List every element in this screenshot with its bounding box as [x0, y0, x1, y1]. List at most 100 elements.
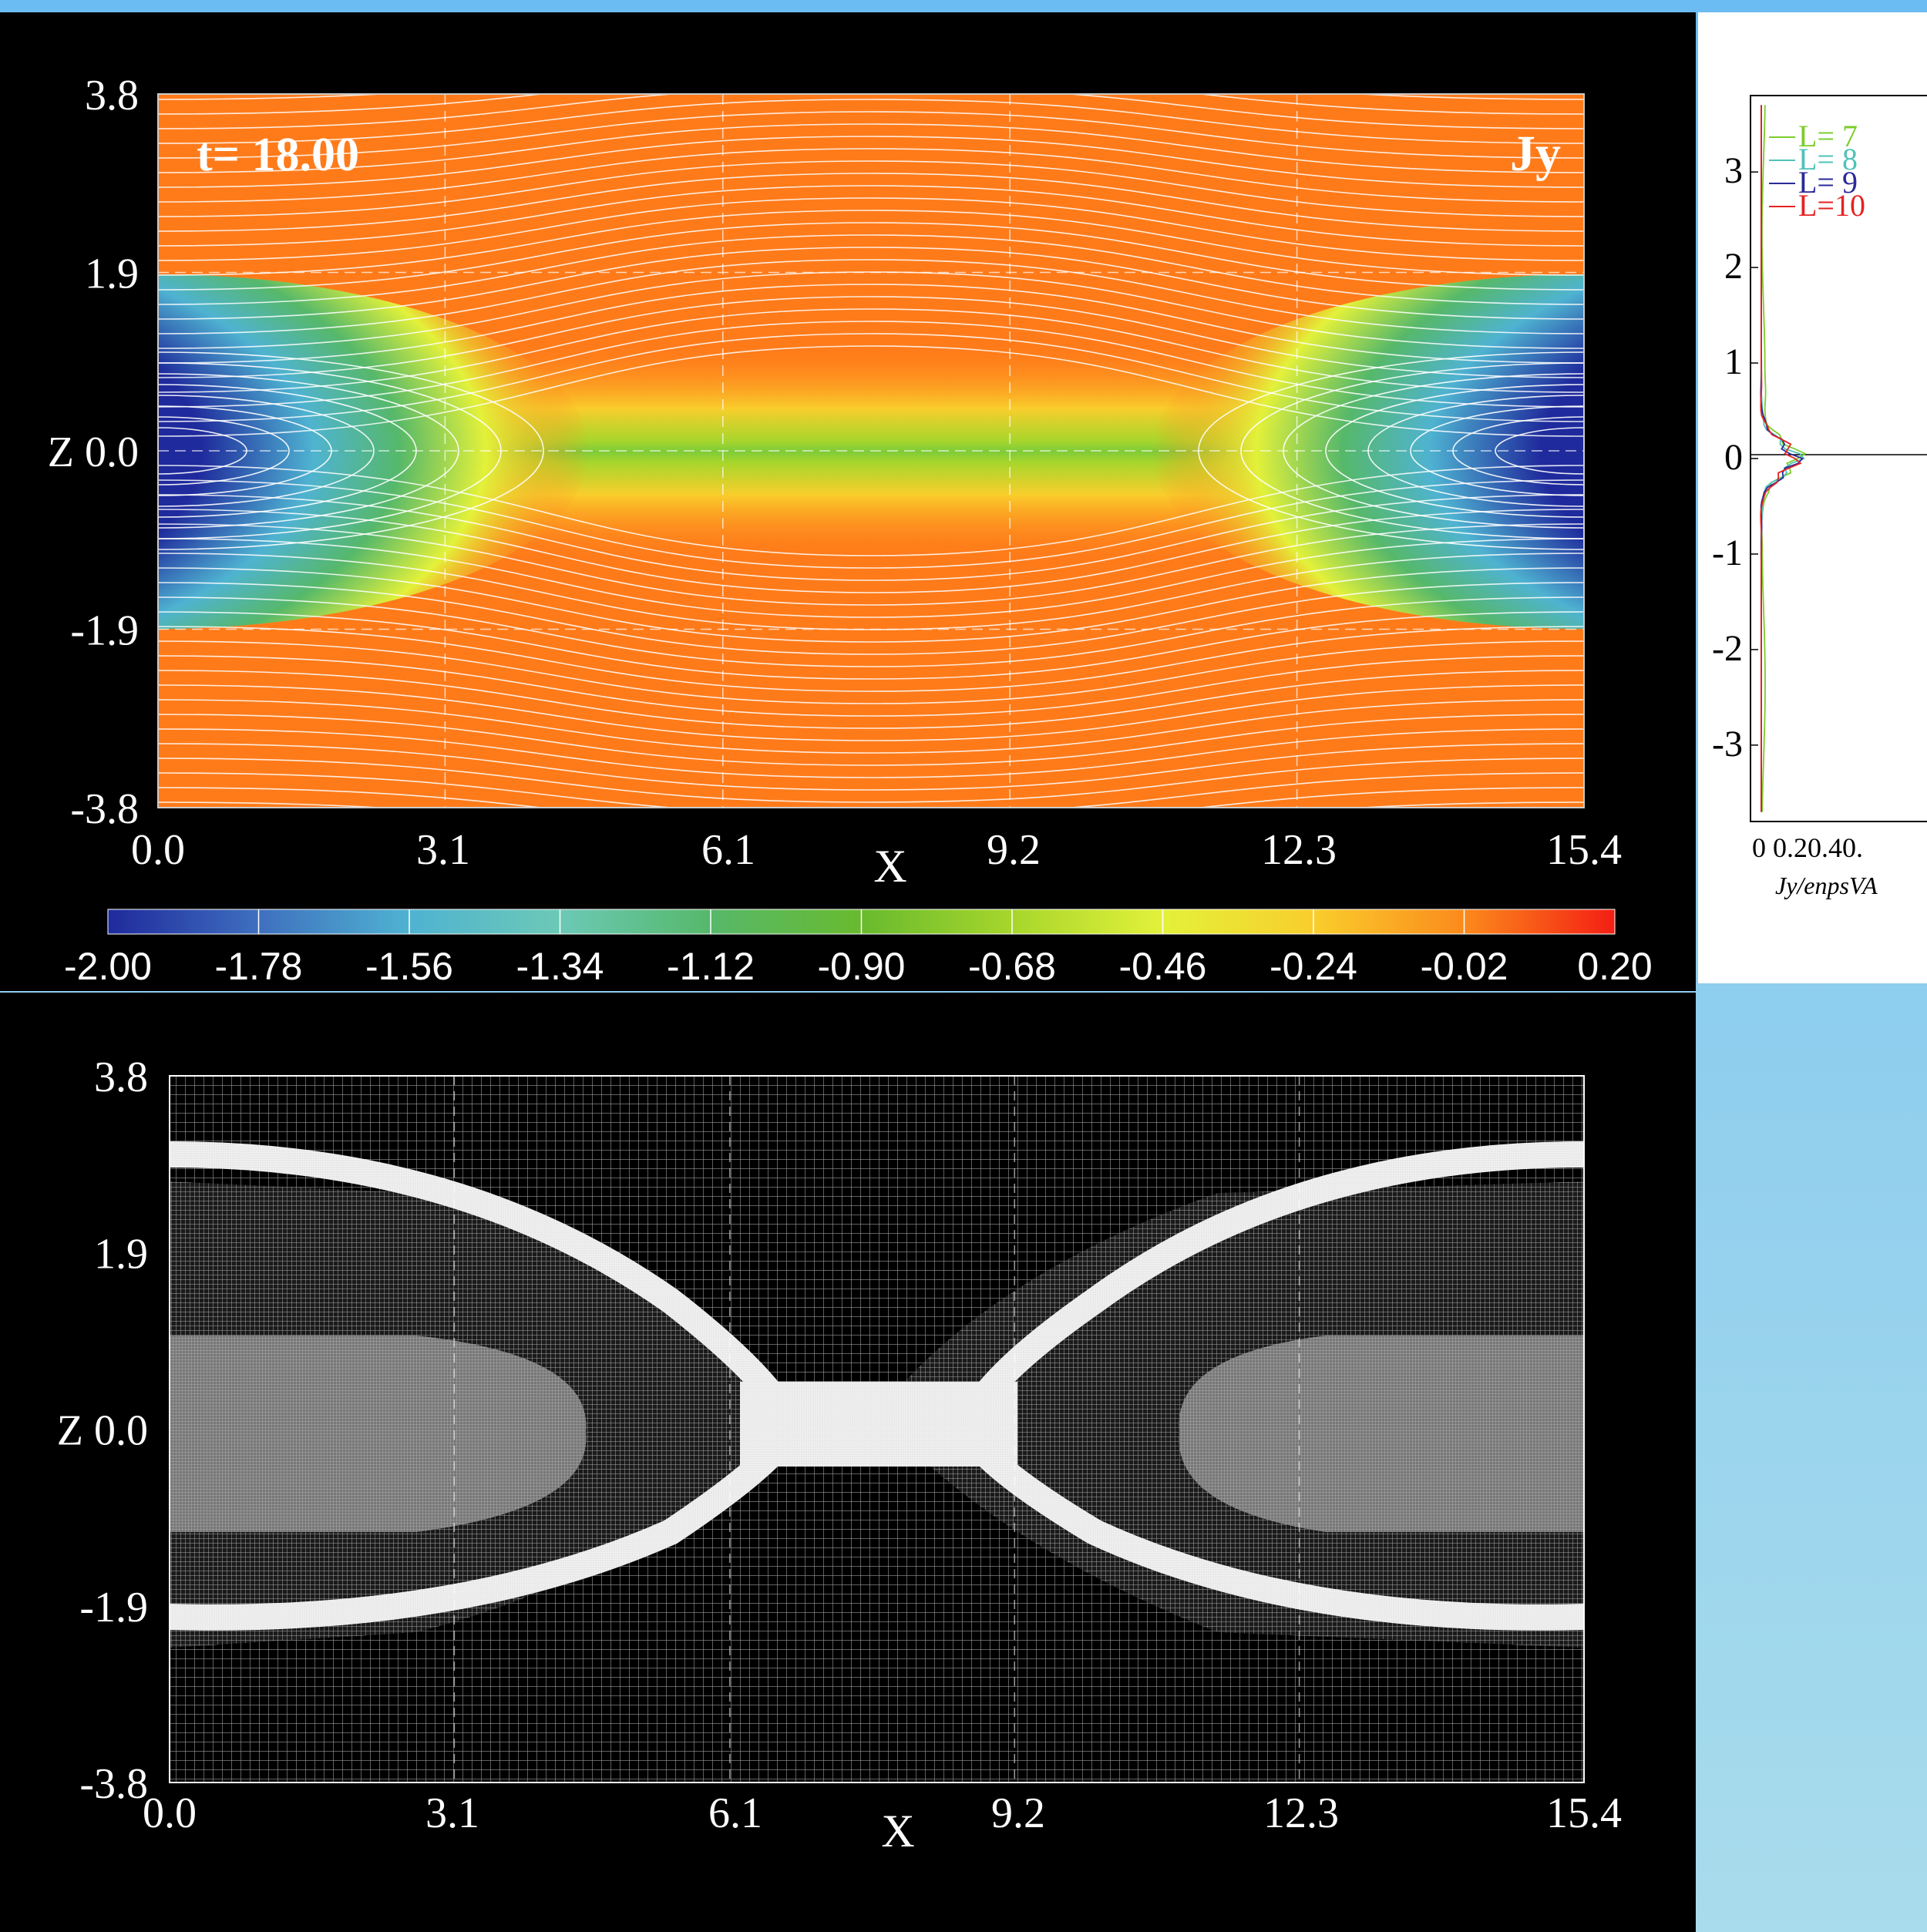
x-tick-labels: 0 0.20.40.: [1752, 832, 1863, 863]
field-line: [158, 94, 1584, 129]
field-line: [158, 321, 1584, 408]
level-9-island-right: [1179, 1336, 1584, 1532]
field-line: [158, 148, 1584, 203]
field-line: [158, 787, 1584, 808]
colorbar-tick-label: -1.78: [215, 945, 303, 988]
field-line: [158, 333, 1584, 422]
field-line: [158, 136, 1584, 188]
field-line: [158, 728, 1584, 778]
y-tick-label: 3.8: [85, 72, 139, 119]
colorbar-tick-label: -1.56: [365, 945, 453, 988]
colorbar-tick-labels: -2.00 -1.78 -1.56 -1.34 -1.12 -0.90 -0.68 -0.46…: [64, 945, 1653, 988]
y-tick-label: -3.8: [70, 785, 139, 833]
field-line: [158, 185, 1584, 247]
x-axis-label: X: [881, 1806, 914, 1856]
field-line: [158, 509, 1584, 593]
field-line: [158, 699, 1584, 754]
field-line: [158, 494, 1584, 581]
profile-curves: [1760, 105, 1807, 812]
field-line: [158, 173, 1584, 232]
amr-grid-panel: 0.0 3.1 6.1 9.2 12.3 15.4 3.8 1.9 Z 0.0 -1.9 -3.8…: [0, 993, 1696, 1932]
x-axis-label: Jy/enpsVA: [1775, 872, 1878, 899]
dashed-gridlines: [453, 1076, 1300, 1782]
profile-curve: [1760, 105, 1802, 812]
field-line: [158, 345, 1584, 437]
colorbar-tick-label: -1.12: [667, 945, 755, 988]
time-label: t= 18.00: [197, 129, 359, 181]
x-tick-label: 15.4: [1546, 1789, 1622, 1837]
island-field-line: [1240, 362, 1584, 539]
y-tick-label: -2: [1712, 628, 1743, 669]
field-line: [158, 772, 1584, 808]
colorbar-tick-label: -0.90: [818, 945, 906, 988]
jy-plot-area: [158, 94, 1584, 808]
y-tick-label: 1.9: [85, 250, 139, 298]
level-9-island-left: [170, 1336, 587, 1532]
x-tick-label: 15.4: [1546, 826, 1622, 874]
x-tick-label: 12.3: [1261, 826, 1337, 874]
field-line: [158, 758, 1584, 803]
island-field-line: [1325, 384, 1584, 518]
profile-panel: 3 2 1 0 -1 -2 -3 L= 7 L= 8 L= 9 L=10 0 0.20.40. J…: [1698, 12, 1927, 983]
y-tick-label: -3.8: [79, 1760, 148, 1808]
field-line: [158, 582, 1584, 655]
y-tick-label: 1: [1724, 341, 1743, 382]
field-line: [158, 284, 1584, 364]
colorbar-tick-label: -1.34: [516, 945, 604, 988]
field-line: [158, 479, 1584, 569]
colorbar-tick-lines: [257, 909, 1465, 934]
x-tick-label: 3.1: [425, 1789, 479, 1837]
field-line: [158, 538, 1584, 618]
field-line: [158, 94, 1584, 115]
x-point-region: [740, 1382, 1017, 1467]
colorbar-tick-label: -0.02: [1421, 945, 1508, 988]
profile-svg: 3 2 1 0 -1 -2 -3 L= 7L= 8L= 9L=10 0 0.20.40. J…: [1712, 95, 1927, 899]
y-tick-labels: 3.8 1.9 Z 0.0 -1.9 -3.8: [57, 1053, 148, 1808]
profile-curve: [1761, 105, 1807, 812]
colorbar-tick-label: 0.20: [1577, 945, 1652, 988]
jy-heatmap-svg: t= 18.00 Jy 0.0 3.1 6.1 9.2 12.3 15.4 3.8 1.9 Z…: [48, 72, 1653, 988]
field-line: [158, 111, 1584, 159]
legend-label: L= 7: [1798, 119, 1858, 153]
y-tick-label: 3: [1724, 150, 1743, 191]
field-line: [158, 197, 1584, 261]
x-tick-labels: 0.0 3.1 6.1 9.2 12.3 15.4: [131, 826, 1622, 874]
field-line: [158, 210, 1584, 276]
x-tick-label: 9.2: [991, 1789, 1045, 1837]
field-line: [158, 234, 1584, 305]
y-tick-label: Z 0.0: [57, 1407, 148, 1455]
x-tick-label: 3.1: [416, 826, 470, 874]
y-tick-label: -1.9: [70, 607, 139, 655]
island-field-line: [158, 373, 459, 529]
field-line: [158, 222, 1584, 291]
amr-grid-svg: 0.0 3.1 6.1 9.2 12.3 15.4 3.8 1.9 Z 0.0 -1.9 -3.8…: [57, 1053, 1622, 1856]
field-line: [158, 655, 1584, 717]
y-tick-label: -1.9: [79, 1584, 148, 1631]
field-label: Jy: [1510, 126, 1561, 182]
field-line: [158, 259, 1584, 334]
jy-heatmap-panel: t= 18.00 Jy 0.0 3.1 6.1 9.2 12.3 15.4 3.8 1.9 Z…: [0, 12, 1696, 991]
field-line: [158, 640, 1584, 704]
separatrix-lower-right: [977, 1445, 1584, 1631]
y-tick-label: 2: [1724, 246, 1743, 287]
separatrix-upper-left: [170, 1141, 782, 1402]
field-line: [158, 567, 1584, 643]
island-field-line: [1410, 405, 1584, 496]
x-tick-label: 12.3: [1263, 1789, 1339, 1837]
legend: L= 7L= 8L= 9L=10: [1769, 119, 1865, 223]
field-line: [158, 99, 1584, 144]
x-tick-label: 6.1: [708, 1789, 762, 1837]
field-line: [158, 465, 1584, 556]
y-tick-label: -1: [1712, 533, 1743, 573]
field-line: [158, 684, 1584, 741]
legend-label: L= 8: [1798, 142, 1858, 176]
amr-plot-area: [170, 1076, 1584, 1782]
y-tick-labels: 3.8 1.9 Z 0.0 -1.9 -3.8: [48, 72, 139, 833]
y-tick-label: 1.9: [94, 1230, 148, 1278]
island-field-line: [158, 395, 375, 507]
x-tick-labels: 0.0 3.1 6.1 9.2 12.3 15.4: [143, 1789, 1622, 1837]
dashed-gridlines: [158, 94, 1584, 808]
legend-label: L=10: [1798, 188, 1865, 223]
field-line: [158, 596, 1584, 667]
y-tick-label: 0: [1724, 437, 1743, 478]
